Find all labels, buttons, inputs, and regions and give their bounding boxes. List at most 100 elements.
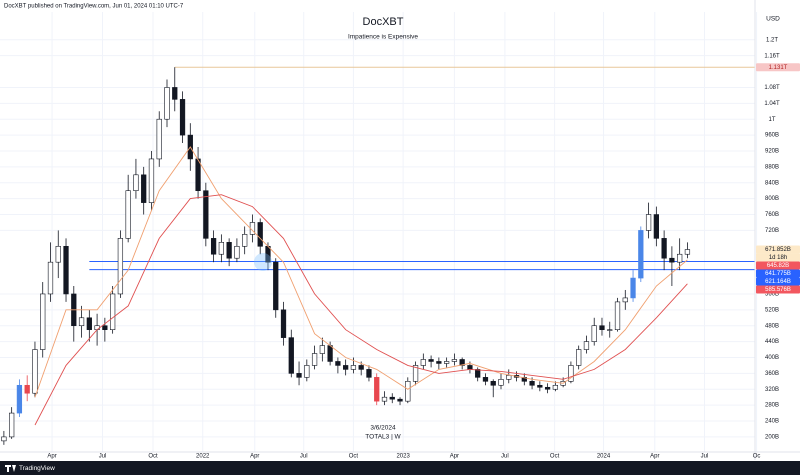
candle-body [125, 190, 131, 239]
x-tick-label: 2022 [196, 454, 210, 460]
candle-body [614, 301, 621, 330]
candle-body [32, 349, 38, 394]
candle-body [420, 359, 426, 366]
candle-body [164, 87, 170, 120]
candle-body [653, 214, 659, 239]
candle-body [576, 349, 582, 366]
candle-body [179, 99, 186, 136]
y-tick-label: 840B [765, 180, 779, 186]
candle-body [1, 436, 7, 442]
x-tick-label: Jul [701, 454, 709, 460]
brand: TradingView [19, 465, 55, 472]
candle-body [257, 222, 263, 247]
x-tick-label: Jul [99, 454, 107, 460]
candle-body [335, 361, 341, 366]
countdown: 1d 18h [769, 255, 787, 261]
candle-body [288, 337, 294, 374]
x-tick-label: Apr [250, 454, 259, 460]
candle-body [490, 381, 496, 386]
price-label-bg [756, 245, 800, 254]
candle-body [94, 325, 100, 330]
price-label-bg [756, 285, 800, 294]
candle-body [506, 375, 512, 380]
candle-body [645, 214, 652, 231]
candle-body [529, 381, 535, 386]
candle-body [327, 345, 333, 362]
y-tick-label: 1.08T [764, 85, 780, 91]
y-tick-label: 960B [765, 133, 779, 139]
candle-body [661, 238, 667, 259]
candle-body [156, 118, 162, 160]
y-tick-label: 480B [765, 323, 779, 329]
x-tick-label: Oc [753, 454, 761, 460]
candle-body [350, 365, 357, 370]
y-tick-label: 200B [765, 434, 779, 440]
candle-body [141, 174, 147, 203]
moving-average [34, 194, 688, 426]
candle-body [412, 365, 419, 382]
candle-body [16, 384, 23, 414]
x-tick-label: 2024 [597, 454, 611, 460]
candle-body [172, 87, 178, 100]
candle-body [583, 341, 590, 350]
brand-logo [5, 465, 16, 472]
x-tick-label: Jul [300, 454, 308, 460]
candle-body [389, 396, 395, 400]
candle-body [428, 359, 434, 362]
candle-body [467, 365, 473, 370]
candle-body [630, 277, 636, 299]
x-tick-label: Oct [148, 454, 158, 460]
y-tick-label: 240B [765, 419, 779, 425]
y-tick-label: 320B [765, 387, 779, 393]
currency: USD [766, 16, 780, 23]
candle-body [203, 190, 209, 239]
candle-body [622, 297, 628, 303]
candle-body [544, 386, 551, 390]
candle-body [521, 377, 527, 382]
price-label: 1.131T [769, 65, 788, 71]
footer [0, 461, 800, 475]
price-label: 585.576B [765, 287, 791, 293]
candle-body [444, 361, 450, 364]
candle-body [319, 345, 325, 354]
candle-body [343, 365, 349, 370]
y-tick-label: 360B [765, 371, 779, 377]
y-tick-label: 880B [765, 164, 779, 170]
candle-body [226, 242, 232, 259]
price-label-bg [756, 277, 800, 286]
candle-body [358, 365, 364, 370]
candle-body [436, 361, 442, 364]
candle-body [273, 261, 279, 311]
x-tick-label: Oct [349, 454, 359, 460]
price-label: 671.852B [765, 247, 791, 253]
candle-body [117, 238, 124, 295]
candle-body [366, 369, 372, 378]
candle-body [109, 293, 116, 330]
candle-body [684, 249, 691, 255]
candle-body [397, 398, 403, 402]
y-tick-label: 560B [765, 292, 779, 298]
y-tick-label: 720B [765, 228, 779, 234]
symbol: TOTAL3 | W [365, 434, 401, 441]
candle-body [537, 384, 543, 388]
candle-body [552, 384, 559, 390]
candle-body [55, 245, 61, 263]
y-tick-label: 1.16T [764, 53, 780, 59]
price-label: 621.164B [765, 279, 791, 285]
highlight-glow [254, 253, 272, 271]
y-tick-label: 1.04T [764, 101, 780, 107]
price-label: 641.775B [765, 271, 791, 277]
candle-body [133, 174, 139, 192]
price-label-bg [756, 63, 800, 72]
candle-body [9, 412, 15, 438]
chart-subtitle: Impatience is Expensive [348, 34, 418, 41]
price-label: 645.82B [767, 263, 789, 269]
candle-body [459, 359, 465, 366]
candle-body [24, 384, 30, 394]
candle-body [451, 359, 458, 362]
x-tick-label: Apr [47, 454, 56, 460]
candle-body [242, 234, 248, 247]
candle-body [296, 373, 302, 378]
